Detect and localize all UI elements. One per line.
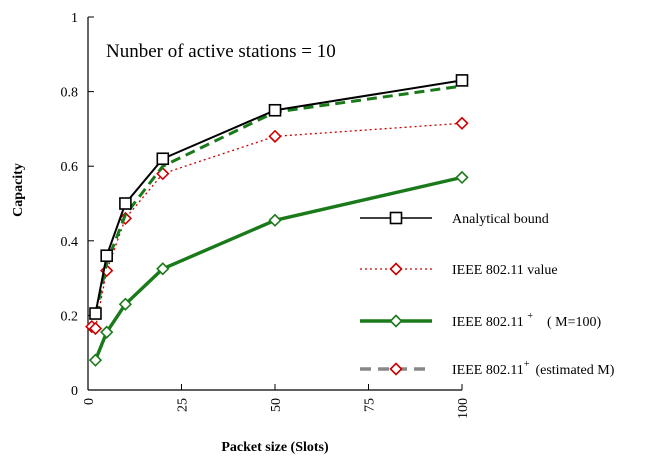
series-1 [85,116,469,336]
series-3 [94,84,463,316]
data-point [455,74,469,87]
series-line [93,175,463,361]
data-point [88,321,103,336]
y-tick-label: 0.2 [61,309,79,324]
y-axis-title: Capacity [11,163,26,217]
legend-label: IEEE 802.11 +( M=100) [452,311,601,330]
legend-item-2: IEEE 802.11 +( M=100) [360,311,601,330]
y-tick-label: 0.8 [61,86,79,101]
series-line [91,122,463,330]
series-line [94,79,463,314]
chart-annotation: Nunber of active stations = 10 [106,41,336,62]
data-point [455,170,469,185]
data-point [268,213,282,227]
data-point [88,353,103,367]
legend-label: Analytical bound [452,212,549,227]
x-tick-label: 100 [456,398,471,419]
x-tick-label: 25 [176,398,191,412]
series-0 [89,74,469,320]
legend-label-suffix: (estimated M) [535,363,614,378]
data-point [156,152,170,166]
legend-label: IEEE 802.11+ (estimated M) [452,359,615,378]
data-point [100,249,113,263]
y-axis-ticks: 0 0.2 0.4 0.6 0.8 1 [61,11,94,399]
data-point [156,262,170,276]
legend-label-suffix: ( M=100) [547,315,602,330]
y-tick-label: 0 [71,384,78,399]
legend-label: IEEE 802.11 value [452,263,558,278]
data-point [119,197,132,210]
series-line [94,84,463,316]
series-group [85,74,469,367]
y-tick-label: 0.4 [61,235,79,250]
x-tick-label: 0 [82,398,97,405]
legend-item-1: IEEE 802.11 value [360,262,558,278]
legend-item-3: IEEE 802.11+ (estimated M) [360,359,615,378]
legend-swatch-marker [389,314,403,328]
data-point [455,116,469,130]
legend-swatch-marker [389,211,403,225]
legend-label-superscript: + [524,359,530,370]
x-axis-title: Packet size (Slots) [221,440,329,455]
series-2 [88,170,469,367]
y-tick-label: 1 [71,11,78,26]
legend-swatch-marker [389,362,403,376]
data-point [100,325,114,339]
data-point [89,307,102,320]
data-point [268,129,282,143]
y-tick-label: 0.6 [61,160,79,175]
legend-label-superscript: + [527,311,533,322]
x-axis-ticks: 0 25 50 75 100 [82,384,471,419]
axes [87,17,462,391]
legend-swatch-marker [389,262,403,276]
data-point [118,297,133,311]
x-tick-label: 50 [269,398,284,412]
x-tick-label: 75 [363,398,378,412]
legend-item-0: Analytical bound [360,211,549,227]
data-point [268,103,282,117]
